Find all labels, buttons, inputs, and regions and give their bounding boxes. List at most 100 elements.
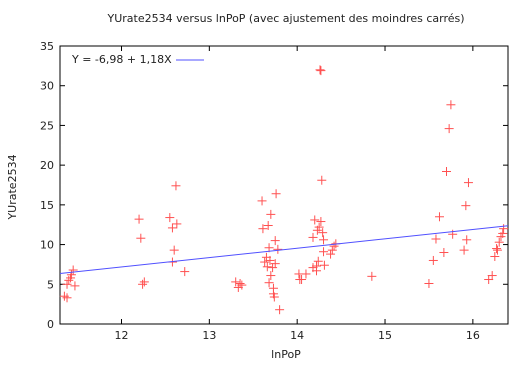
data-point bbox=[66, 273, 76, 283]
data-point bbox=[490, 251, 500, 261]
data-point bbox=[273, 244, 283, 254]
data-point bbox=[446, 100, 456, 110]
data-point bbox=[442, 166, 452, 176]
data-points bbox=[59, 65, 509, 315]
data-point bbox=[266, 271, 276, 281]
data-point bbox=[484, 275, 494, 285]
data-point bbox=[59, 291, 69, 301]
data-point bbox=[237, 280, 247, 290]
data-point bbox=[171, 181, 181, 191]
data-point bbox=[167, 223, 177, 233]
data-point bbox=[263, 221, 273, 231]
data-point bbox=[231, 277, 241, 287]
data-point bbox=[139, 277, 149, 287]
data-point bbox=[180, 267, 190, 277]
data-point bbox=[326, 249, 336, 259]
chart-title: YUrate2534 versus lnPoP (avec ajustement… bbox=[106, 12, 464, 25]
data-point bbox=[297, 275, 307, 285]
data-point bbox=[459, 245, 469, 255]
data-point bbox=[316, 217, 326, 227]
data-point bbox=[169, 245, 179, 255]
data-point bbox=[265, 255, 275, 265]
data-point bbox=[172, 219, 182, 229]
x-tick-label: 14 bbox=[290, 329, 304, 342]
data-point bbox=[463, 178, 473, 188]
data-point bbox=[462, 235, 472, 245]
y-axis-ticks: 0 5 10 15 20 25 30 35 bbox=[40, 40, 508, 331]
y-tick-label: 5 bbox=[47, 278, 54, 291]
x-axis-ticks: 12 13 14 15 16 bbox=[114, 46, 480, 342]
data-point bbox=[444, 124, 454, 134]
data-point bbox=[310, 215, 320, 225]
y-tick-label: 10 bbox=[40, 239, 54, 252]
data-point bbox=[266, 209, 276, 219]
data-point bbox=[136, 233, 146, 243]
y-tick-label: 35 bbox=[40, 40, 54, 53]
data-point bbox=[268, 289, 278, 299]
y-tick-label: 20 bbox=[40, 159, 54, 172]
data-point bbox=[461, 201, 471, 211]
data-point bbox=[315, 65, 325, 75]
x-tick-label: 12 bbox=[114, 329, 128, 342]
data-point bbox=[308, 232, 318, 242]
data-point bbox=[301, 269, 311, 279]
data-point bbox=[428, 255, 438, 265]
data-point bbox=[268, 263, 278, 273]
data-point bbox=[424, 278, 434, 288]
data-point bbox=[264, 278, 274, 288]
plot-frame bbox=[59, 45, 509, 325]
data-point bbox=[68, 265, 78, 275]
y-axis-label: YUrate2534 bbox=[6, 154, 19, 220]
data-point bbox=[487, 271, 497, 281]
data-point bbox=[270, 236, 280, 246]
data-point bbox=[138, 279, 148, 289]
data-point bbox=[318, 228, 328, 238]
x-tick-label: 13 bbox=[202, 329, 216, 342]
plot-area bbox=[59, 45, 509, 325]
data-point bbox=[492, 245, 502, 255]
legend-fit-equation: Y = -6,98 + 1,18X bbox=[71, 53, 172, 66]
x-tick-label: 15 bbox=[378, 329, 392, 342]
data-point bbox=[235, 278, 245, 288]
data-point bbox=[492, 244, 502, 254]
data-point bbox=[494, 237, 504, 247]
y-tick-label: 30 bbox=[40, 80, 54, 93]
data-point bbox=[165, 213, 175, 223]
data-point bbox=[314, 222, 324, 232]
data-point bbox=[262, 262, 272, 272]
data-point bbox=[317, 175, 327, 185]
data-point bbox=[271, 189, 281, 199]
data-point bbox=[270, 259, 280, 269]
data-point bbox=[434, 212, 444, 222]
data-point bbox=[313, 256, 323, 266]
data-point bbox=[329, 241, 339, 251]
data-point bbox=[233, 282, 243, 292]
data-point bbox=[319, 247, 329, 257]
data-point bbox=[431, 234, 441, 244]
data-point bbox=[367, 271, 377, 281]
data-point bbox=[275, 305, 285, 315]
x-axis-label: lnPoP bbox=[271, 348, 301, 361]
data-point bbox=[64, 275, 74, 285]
data-point bbox=[134, 214, 144, 224]
fit-line bbox=[59, 225, 509, 275]
x-tick-label: 16 bbox=[466, 329, 480, 342]
data-point bbox=[316, 66, 326, 76]
data-point bbox=[498, 228, 508, 238]
data-point bbox=[257, 196, 267, 206]
data-point bbox=[319, 235, 329, 245]
data-point bbox=[327, 245, 337, 255]
data-point bbox=[260, 257, 270, 267]
y-tick-label: 15 bbox=[40, 199, 54, 212]
data-point bbox=[70, 281, 80, 291]
data-point bbox=[319, 260, 329, 270]
data-point bbox=[62, 293, 72, 303]
fit-line-group bbox=[59, 225, 509, 275]
y-tick-label: 25 bbox=[40, 119, 54, 132]
data-point bbox=[258, 224, 268, 234]
legend: Y = -6,98 + 1,18X bbox=[71, 53, 204, 66]
data-point bbox=[62, 279, 72, 289]
data-point bbox=[312, 266, 322, 276]
data-point bbox=[439, 248, 449, 258]
